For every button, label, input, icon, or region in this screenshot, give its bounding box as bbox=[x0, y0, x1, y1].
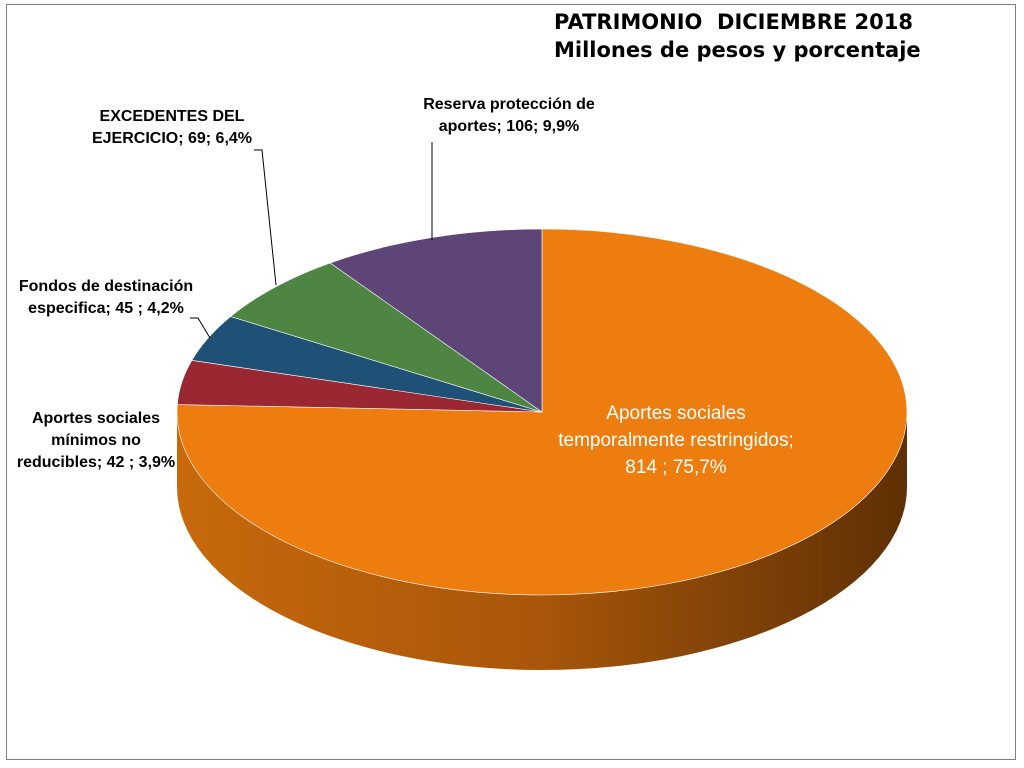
slice-label-excedentes: EXCEDENTES DEL EJERCICIO; 69; 6,4% bbox=[84, 106, 260, 150]
slice-label-line: 814 ; 75,7% bbox=[625, 457, 727, 478]
slice-label-line: mínimos no bbox=[51, 432, 141, 449]
slice-label-line: aportes; 106; 9,9% bbox=[438, 118, 580, 135]
slice-label-fondos: Fondos de destinación especifica; 45 ; 4… bbox=[8, 276, 204, 320]
slice-label-aportes-temporales: Aportes sociales temporalmente restringi… bbox=[536, 400, 816, 481]
slice-label-line: especifica; 45 ; 4,2% bbox=[28, 300, 184, 317]
slice-label-line: Fondos de destinación bbox=[18, 278, 194, 295]
slice-label-line: reducibles; 42 ; 3,9% bbox=[16, 454, 176, 471]
chart-title-block: PATRIMONIO DICIEMBRE 2018 Millones de pes… bbox=[554, 8, 921, 64]
slice-label-line: Aportes sociales bbox=[606, 403, 746, 424]
pie-slice-excedentes bbox=[229, 262, 543, 413]
slice-label-line: Aportes sociales bbox=[31, 410, 161, 427]
slice-label-line: temporalmente restringidos; bbox=[558, 430, 794, 451]
slice-label-reserva: Reserva protección de aportes; 106; 9,9% bbox=[404, 94, 614, 138]
pie-side-aportes-temporales bbox=[177, 412, 907, 670]
slice-label-line: EJERCICIO; 69; 6,4% bbox=[91, 130, 253, 147]
slice-label-line: EXCEDENTES DEL bbox=[99, 108, 245, 125]
chart-subtitle: Millones de pesos y porcentaje bbox=[554, 38, 921, 62]
chart-title: PATRIMONIO DICIEMBRE 2018 bbox=[554, 10, 913, 34]
slice-label-aportes-minimos: Aportes sociales mínimos no reducibles; … bbox=[8, 408, 184, 474]
slice-label-line: Reserva protección de bbox=[423, 96, 595, 113]
leader-line-excedentes bbox=[254, 149, 277, 286]
leader-line-fondos bbox=[190, 317, 211, 339]
pie-slice-reserva bbox=[329, 228, 543, 413]
